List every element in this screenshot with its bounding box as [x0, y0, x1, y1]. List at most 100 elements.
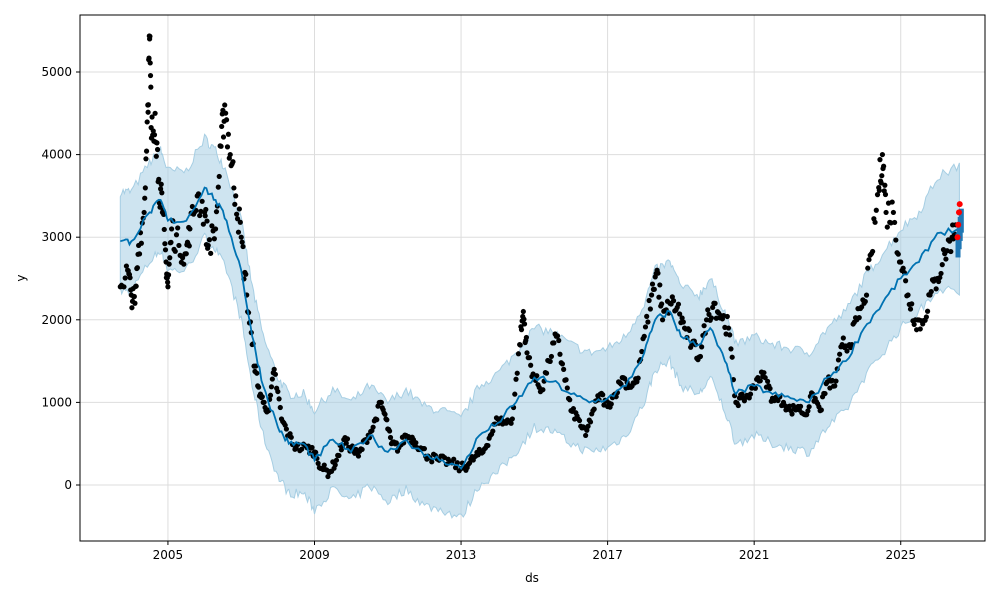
observed-point [413, 440, 419, 446]
y-tick-label: 2000 [41, 313, 72, 327]
x-axis-label: ds [525, 571, 539, 585]
observed-point [168, 239, 174, 245]
observed-point [844, 348, 850, 354]
observed-point [235, 229, 242, 235]
observed-point [508, 420, 514, 426]
observed-point [818, 407, 824, 413]
observed-point [127, 275, 133, 281]
observed-point [675, 301, 682, 307]
observed-point [515, 351, 522, 357]
observed-point [161, 226, 167, 233]
y-axis-label: y [14, 274, 28, 281]
observed-point [222, 102, 228, 108]
observed-point [521, 316, 527, 322]
observed-point [883, 209, 889, 216]
observed-point [168, 226, 175, 232]
observed-point [338, 447, 344, 453]
observed-point [269, 376, 275, 382]
observed-point [697, 353, 704, 360]
observed-point [176, 242, 182, 249]
observed-point [648, 292, 655, 298]
observed-point [833, 378, 839, 384]
observed-point [158, 181, 164, 187]
observed-point [686, 327, 693, 334]
observed-point [227, 151, 233, 158]
observed-point [215, 184, 221, 190]
observed-point [205, 242, 211, 249]
observed-point [524, 350, 530, 356]
observed-point [209, 223, 215, 229]
observed-point [121, 284, 127, 290]
observed-point [147, 72, 154, 79]
observed-point [534, 373, 540, 379]
observed-point [699, 344, 705, 350]
observed-point [162, 247, 169, 253]
observed-point [895, 251, 901, 257]
observed-point [647, 306, 653, 312]
observed-point [240, 243, 246, 250]
observed-point [220, 134, 227, 140]
observed-point [153, 153, 159, 159]
observed-point [151, 132, 158, 138]
observed-point [729, 354, 735, 360]
observed-point [268, 384, 275, 390]
observed-point [900, 265, 906, 271]
observed-point [429, 459, 435, 465]
observed-point [797, 403, 804, 409]
observed-point [132, 300, 138, 306]
observed-point [187, 226, 193, 232]
observed-point [136, 251, 143, 257]
observed-point [520, 308, 526, 315]
observed-point [512, 391, 518, 397]
observed-point [659, 301, 665, 307]
observed-point [735, 402, 741, 409]
observed-point [890, 209, 897, 216]
observed-point [645, 319, 651, 325]
observed-point [393, 440, 399, 446]
highlighted-point [956, 201, 963, 208]
observed-point [761, 370, 767, 376]
x-tick-label: 2005 [153, 548, 184, 562]
observed-point [725, 325, 732, 331]
observed-point [727, 332, 733, 338]
observed-point [387, 428, 393, 434]
observed-point [712, 300, 718, 306]
axis-ticks: 2005 2009 2013 2017 2021 2025 0 1000 2000 3000 400… [41, 65, 916, 562]
observed-point [587, 419, 594, 425]
observed-point [267, 392, 274, 398]
observed-point [644, 313, 650, 319]
observed-point [840, 335, 846, 341]
observed-point [165, 279, 171, 285]
observed-point [211, 236, 217, 242]
observed-point [805, 408, 811, 414]
observed-point [523, 334, 529, 341]
observed-point [513, 376, 519, 382]
observed-point [123, 263, 130, 269]
observed-point [655, 270, 661, 276]
observed-point [199, 198, 205, 204]
observed-point [608, 401, 614, 407]
observed-point [837, 351, 843, 357]
observed-point [879, 151, 886, 158]
observed-point [701, 323, 707, 329]
observed-point [148, 84, 154, 90]
observed-point [321, 462, 327, 468]
observed-point [622, 376, 628, 382]
observed-point [873, 207, 879, 213]
observed-point [670, 298, 677, 304]
observed-point [233, 193, 239, 199]
observed-point [570, 406, 577, 412]
observed-point [156, 176, 162, 182]
x-tick-label: 2021 [739, 548, 770, 562]
observed-point [866, 257, 872, 263]
observed-point [146, 55, 152, 61]
observed-point [223, 110, 229, 116]
observed-point [219, 123, 225, 130]
observed-point [359, 446, 365, 453]
observed-point [387, 434, 394, 441]
observed-point [917, 326, 923, 332]
observed-point [145, 102, 151, 108]
observed-point [212, 226, 219, 232]
observed-point [256, 384, 262, 390]
forecast-line [120, 186, 960, 470]
